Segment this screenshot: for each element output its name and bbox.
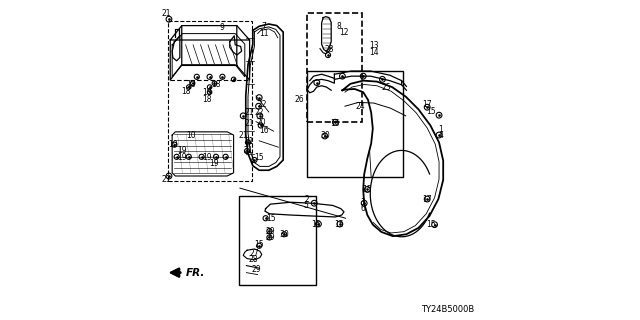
Text: 21: 21 [244, 137, 253, 146]
Text: 2: 2 [304, 195, 309, 204]
Text: 13: 13 [369, 41, 379, 50]
Text: 22: 22 [257, 100, 266, 109]
Text: 18: 18 [203, 95, 212, 104]
Text: 23: 23 [324, 45, 335, 54]
Text: 15: 15 [311, 220, 321, 229]
Text: 8: 8 [336, 22, 341, 31]
Text: 20: 20 [257, 118, 267, 127]
Text: 30: 30 [321, 131, 331, 140]
Text: 18: 18 [211, 80, 221, 89]
Text: 18: 18 [182, 87, 191, 96]
Text: 9: 9 [220, 23, 225, 32]
Text: 21: 21 [161, 175, 170, 184]
Text: 19: 19 [209, 159, 219, 168]
Text: 29: 29 [252, 265, 262, 274]
Text: 17: 17 [422, 195, 432, 204]
Text: 18: 18 [187, 80, 196, 89]
Text: 26: 26 [294, 95, 304, 104]
Text: 22: 22 [255, 108, 264, 117]
Text: 1: 1 [438, 125, 444, 134]
Text: 15: 15 [253, 240, 264, 249]
Text: 15: 15 [266, 214, 276, 223]
Text: TY24B5000B: TY24B5000B [421, 305, 475, 314]
Text: 3: 3 [361, 198, 365, 207]
Text: 11: 11 [259, 29, 269, 38]
Text: 27: 27 [250, 249, 259, 258]
Text: 21: 21 [161, 9, 170, 18]
Text: 19: 19 [168, 140, 178, 149]
Bar [307, 71, 403, 177]
Text: 29: 29 [266, 233, 275, 242]
Bar [307, 13, 362, 122]
Text: 19: 19 [177, 153, 187, 162]
Text: 19: 19 [177, 146, 187, 155]
Text: 21: 21 [244, 119, 253, 128]
Text: 15: 15 [426, 107, 436, 116]
Text: 17: 17 [422, 100, 432, 109]
Text: 19: 19 [202, 153, 212, 162]
Text: 15: 15 [254, 153, 264, 162]
Text: FR.: FR. [186, 268, 205, 278]
Text: 24: 24 [355, 102, 365, 111]
Text: 30: 30 [279, 230, 289, 239]
Text: 12: 12 [339, 28, 349, 37]
Text: 18: 18 [203, 88, 212, 97]
Text: 21: 21 [243, 146, 253, 155]
Text: 21: 21 [244, 108, 253, 117]
Text: 15: 15 [362, 185, 372, 194]
Text: 15: 15 [426, 220, 436, 229]
Text: 10: 10 [186, 131, 196, 140]
Text: 29: 29 [266, 227, 275, 236]
Text: 5: 5 [303, 201, 308, 210]
Text: 16: 16 [259, 126, 269, 135]
Text: 15: 15 [333, 220, 344, 229]
Bar [239, 196, 316, 285]
Text: 14: 14 [369, 48, 379, 57]
Text: 25: 25 [381, 83, 392, 92]
Text: 15: 15 [330, 119, 340, 128]
Text: 4: 4 [438, 132, 444, 140]
Text: 21: 21 [239, 132, 248, 140]
Text: 28: 28 [249, 255, 258, 264]
Text: 7: 7 [262, 22, 266, 31]
Text: 6: 6 [361, 204, 365, 213]
